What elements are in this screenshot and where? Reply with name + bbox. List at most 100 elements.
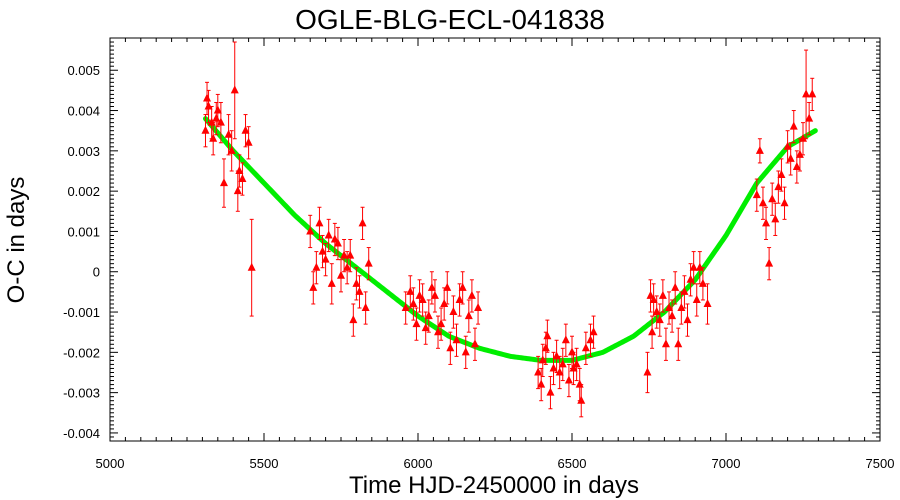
data-marker: [230, 85, 239, 94]
data-point: [777, 158, 786, 192]
data-marker: [589, 327, 598, 336]
data-marker: [586, 335, 595, 344]
data-marker: [437, 319, 446, 328]
data-point: [671, 271, 680, 305]
data-marker: [783, 141, 792, 150]
data-marker: [244, 137, 253, 146]
data-point: [783, 130, 792, 164]
data-point: [677, 291, 686, 325]
data-point: [233, 170, 242, 212]
data-marker: [802, 89, 811, 98]
data-marker: [427, 282, 436, 291]
data-marker: [655, 315, 664, 324]
data-marker: [333, 238, 342, 247]
data-marker: [312, 262, 321, 271]
data-marker: [424, 311, 433, 320]
y-axis-label: O-C in days: [3, 177, 30, 304]
data-marker: [572, 359, 581, 368]
data-marker: [321, 254, 330, 263]
x-axis-label: Time HJD-2450000 in days: [349, 472, 639, 499]
data-point: [564, 363, 573, 398]
data-marker: [665, 303, 674, 312]
data-point: [577, 384, 586, 418]
data-point: [655, 303, 664, 337]
data-marker: [346, 250, 355, 259]
data-point: [768, 182, 777, 216]
data-point: [355, 275, 364, 309]
data-marker: [241, 125, 250, 134]
data-point: [330, 222, 339, 257]
data-point: [361, 291, 370, 325]
data-point: [315, 206, 324, 240]
data-point: [692, 283, 701, 317]
data-marker: [327, 278, 336, 287]
data-point: [324, 218, 333, 253]
data-point: [674, 327, 683, 361]
data-marker: [537, 379, 546, 388]
fit-curve-layer: [202, 116, 818, 363]
data-point: [452, 323, 461, 357]
data-point: [337, 259, 345, 293]
data-point: [561, 323, 570, 357]
data-point: [572, 347, 581, 382]
data-point: [415, 279, 424, 313]
data-marker: [227, 145, 236, 154]
data-point: [306, 214, 315, 249]
data-point: [437, 307, 446, 341]
y-tick-label: -0.001: [63, 305, 100, 320]
data-point: [758, 186, 767, 220]
data-marker: [558, 359, 567, 368]
data-marker: [768, 194, 777, 203]
data-marker: [306, 226, 315, 235]
data-marker: [668, 311, 677, 320]
y-tick-label: -0.004: [63, 426, 100, 441]
data-marker: [658, 290, 667, 299]
data-marker: [674, 339, 683, 348]
data-point: [658, 279, 667, 313]
data-marker: [703, 298, 712, 307]
data-marker: [683, 315, 692, 324]
data-marker: [434, 327, 443, 336]
data-point: [409, 287, 418, 321]
data-marker: [209, 133, 218, 142]
data-marker: [238, 174, 247, 183]
data-point: [219, 158, 228, 208]
data-marker: [470, 339, 479, 348]
data-marker: [808, 89, 817, 98]
data-marker: [421, 323, 430, 332]
data-marker: [771, 214, 780, 223]
data-marker: [561, 335, 570, 344]
data-point: [799, 122, 807, 156]
data-marker: [555, 367, 564, 376]
data-marker: [569, 363, 578, 372]
data-point: [534, 355, 543, 390]
data-point: [765, 247, 774, 281]
data-point: [461, 335, 470, 369]
y-tick-label: 0.004: [67, 104, 100, 119]
data-point: [558, 347, 567, 382]
data-marker: [652, 307, 661, 316]
data-marker: [786, 153, 795, 162]
data-marker: [689, 262, 698, 271]
data-point: [203, 81, 212, 116]
data-marker: [440, 298, 449, 307]
data-point: [224, 114, 233, 156]
data-marker: [213, 105, 222, 114]
data-point: [698, 267, 707, 301]
data-point: [661, 327, 670, 361]
data-point: [808, 77, 817, 112]
data-marker: [686, 274, 695, 283]
data-marker: [777, 170, 786, 179]
y-tick-label: 0.001: [67, 224, 100, 239]
data-point: [646, 279, 655, 313]
data-marker: [355, 286, 364, 295]
data-point: [346, 239, 355, 273]
data-point: [589, 315, 598, 349]
data-marker: [780, 198, 789, 207]
data-marker: [201, 125, 210, 134]
data-marker: [430, 290, 439, 299]
data-marker: [758, 198, 767, 207]
data-marker: [671, 282, 680, 291]
data-point: [358, 206, 367, 240]
data-marker: [461, 347, 470, 356]
